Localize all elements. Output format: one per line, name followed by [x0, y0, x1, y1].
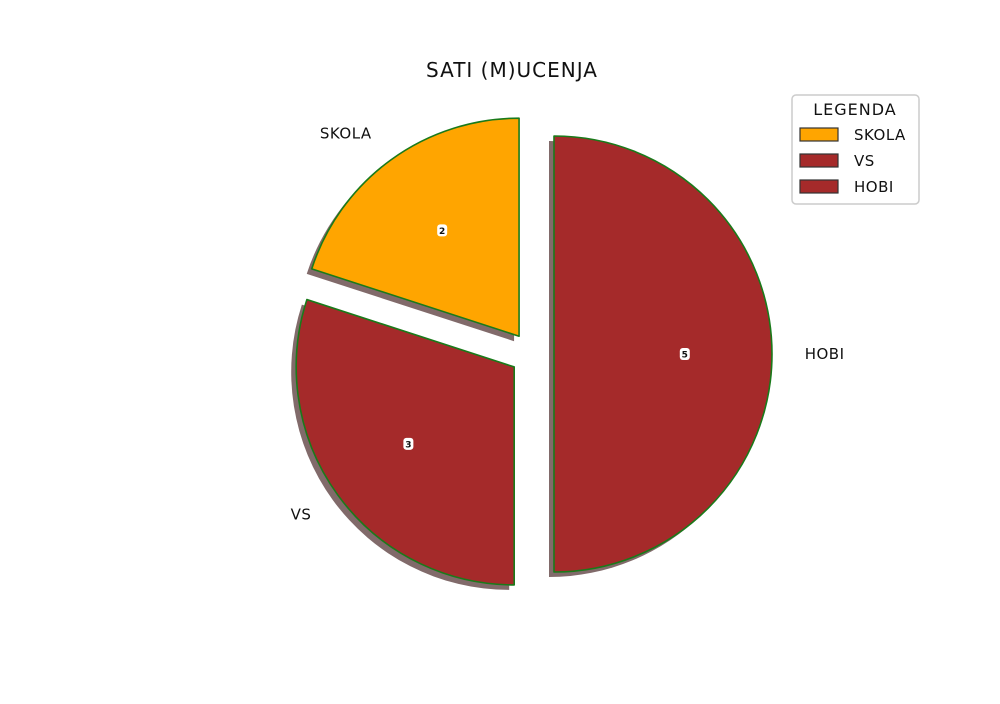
- legend: LEGENDA SKOLA VS HOBI: [791, 94, 920, 205]
- pie-slice-hobi: [553, 135, 773, 573]
- legend-label-hobi: HOBI: [854, 178, 894, 196]
- value-label-bg-skola: [437, 224, 448, 237]
- legend-swatch-hobi: [799, 179, 839, 194]
- legend-items: SKOLA VS HOBI: [799, 126, 906, 196]
- legend-swatch-vs: [799, 153, 839, 168]
- value-label-bg-hobi: [679, 348, 690, 360]
- slice-labels: SKOLA VS HOBI: [291, 124, 845, 523]
- legend-title: LEGENDA: [813, 100, 896, 119]
- slice-label-skola: SKOLA: [320, 124, 372, 142]
- value-label-vs: 3: [405, 440, 411, 450]
- slice-label-vs: VS: [291, 505, 312, 523]
- legend-frame: [791, 94, 920, 205]
- value-label-skola: 2: [439, 227, 445, 237]
- pie-slices: [295, 117, 773, 586]
- chart-title: SATI (M)UCENJA: [426, 58, 598, 82]
- slice-label-hobi: HOBI: [805, 345, 845, 363]
- value-label-bg-vs: [403, 437, 414, 450]
- value-labels: 2 3 5: [403, 224, 690, 450]
- legend-swatch-skola: [799, 127, 839, 142]
- pie-slice-skola: [310, 117, 520, 338]
- legend-label-skola: SKOLA: [854, 126, 906, 144]
- legend-label-vs: VS: [854, 152, 875, 170]
- value-label-hobi: 5: [682, 351, 688, 361]
